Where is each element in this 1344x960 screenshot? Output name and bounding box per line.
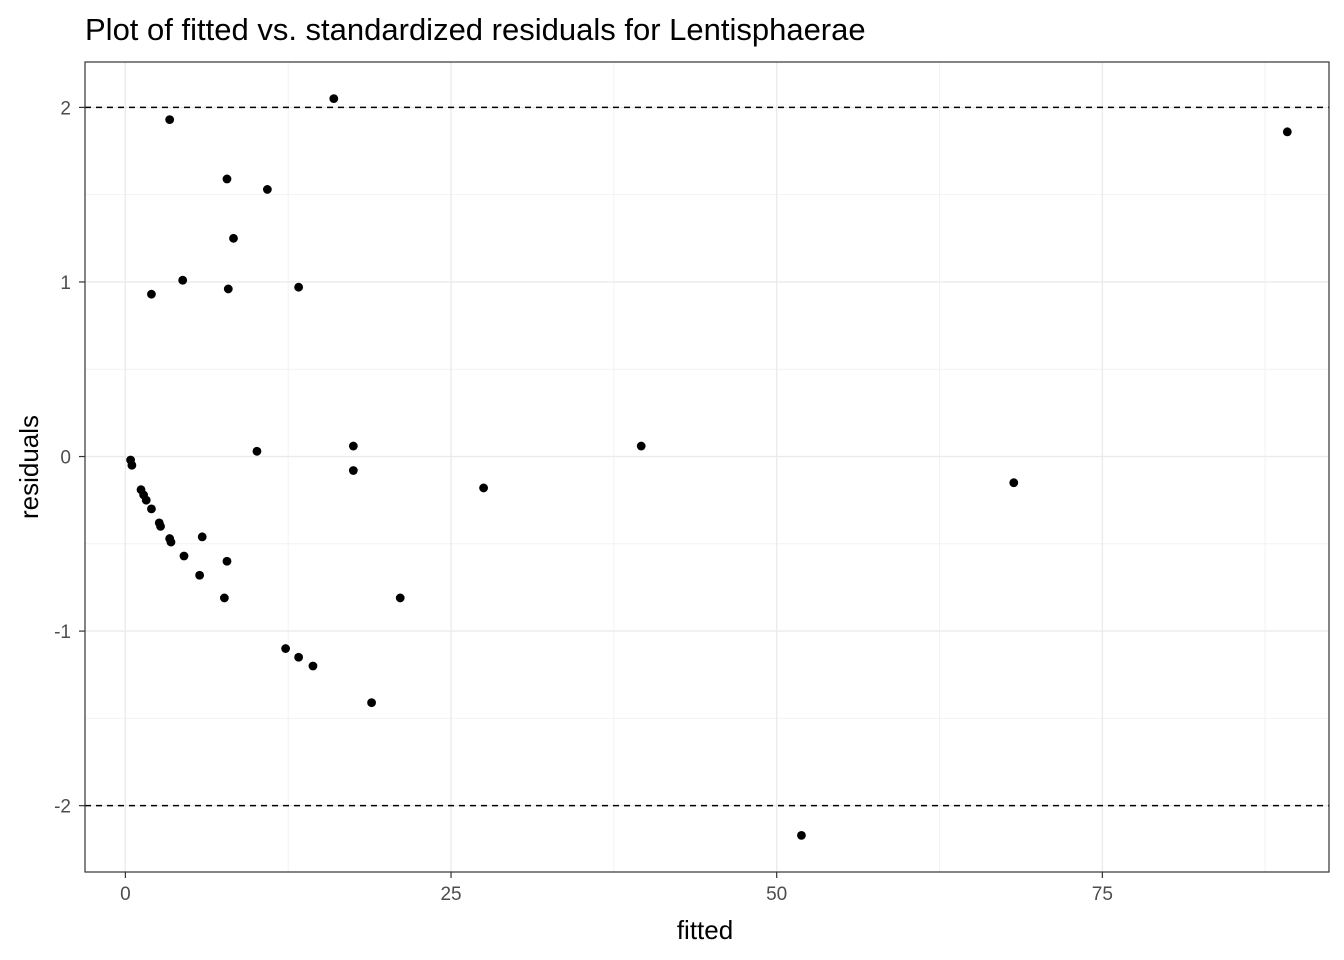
data-point (165, 115, 175, 125)
y-axis-title: residuals (14, 415, 44, 519)
major-gridlines (85, 62, 1329, 872)
data-point (308, 661, 318, 671)
data-point (636, 441, 646, 451)
data-point (252, 446, 262, 456)
data-point (147, 504, 156, 514)
data-point (281, 644, 291, 653)
data-point (179, 551, 189, 561)
minor-gridlines (85, 62, 1329, 872)
data-point (222, 174, 232, 184)
chart-title: Plot of fitted vs. standardized residual… (85, 12, 866, 47)
data-point (195, 570, 205, 580)
x-tick-label: 0 (120, 884, 131, 905)
data-point (229, 233, 238, 243)
data-point (329, 94, 339, 104)
data-point (147, 289, 156, 299)
data-point (222, 556, 232, 566)
x-axis-title: fitted (677, 915, 733, 945)
y-tick-label: -2 (54, 797, 71, 818)
data-point (166, 537, 176, 547)
data-point (348, 466, 358, 475)
data-point (127, 460, 137, 470)
data-point (223, 284, 233, 294)
data-points (126, 94, 1292, 840)
data-point (219, 593, 229, 603)
y-tick-label: 2 (60, 98, 71, 119)
y-tick-label: 1 (60, 273, 71, 294)
data-point (797, 830, 806, 840)
data-point (1282, 127, 1292, 137)
data-point (479, 483, 489, 493)
data-point (141, 495, 151, 505)
data-point (348, 441, 358, 451)
x-tick-label: 25 (440, 884, 461, 905)
x-tick-label: 75 (1092, 884, 1113, 905)
y-axis-ticks: -2 -1 0 1 2 (54, 98, 85, 818)
data-point (294, 282, 304, 292)
data-point (197, 532, 207, 542)
data-point (178, 275, 188, 285)
data-point (395, 593, 405, 603)
x-tick-label: 50 (766, 884, 787, 905)
data-point (262, 185, 272, 194)
data-point (1009, 478, 1019, 488)
reference-lines (85, 106, 1329, 807)
x-axis-ticks: 0 25 50 75 (120, 872, 1113, 905)
data-point (156, 521, 165, 531)
data-point (367, 698, 376, 708)
y-tick-label: -1 (54, 622, 71, 643)
panel-border (84, 61, 1330, 873)
y-tick-label: 0 (60, 448, 71, 469)
data-point (294, 652, 304, 662)
